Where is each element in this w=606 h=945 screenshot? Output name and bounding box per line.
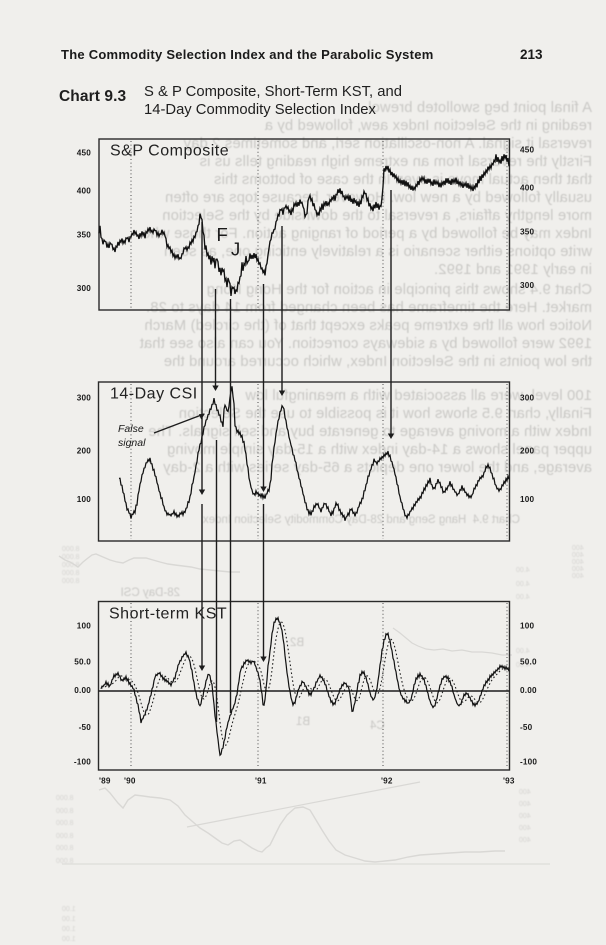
svg-text:'89: '89: [99, 777, 111, 786]
svg-text:50.0: 50.0: [520, 658, 537, 667]
svg-text:300: 300: [77, 284, 92, 293]
svg-text:F: F: [217, 224, 228, 245]
svg-text:S&P Composite: S&P Composite: [110, 143, 229, 160]
svg-text:signal: signal: [118, 437, 146, 449]
svg-text:100: 100: [77, 495, 92, 504]
svg-text:100: 100: [520, 495, 535, 504]
svg-text:100: 100: [77, 622, 92, 631]
svg-text:'92: '92: [381, 777, 393, 786]
svg-text:0.00: 0.00: [74, 686, 91, 695]
svg-text:-50: -50: [520, 723, 533, 732]
svg-text:'91: '91: [255, 777, 267, 786]
svg-text:50.0: 50.0: [74, 658, 91, 667]
svg-text:450: 450: [520, 146, 535, 155]
svg-text:-50: -50: [79, 723, 92, 732]
svg-text:'90: '90: [124, 777, 136, 786]
svg-text:-100: -100: [520, 758, 537, 767]
svg-text:200: 200: [520, 447, 535, 456]
svg-text:200: 200: [77, 447, 92, 456]
svg-text:0.00: 0.00: [520, 686, 537, 695]
svg-text:300: 300: [520, 281, 535, 290]
svg-text:300: 300: [520, 394, 535, 403]
svg-text:350: 350: [77, 231, 92, 240]
svg-text:400: 400: [77, 187, 92, 196]
svg-text:14-Day CSI: 14-Day CSI: [110, 386, 198, 403]
svg-text:300: 300: [77, 394, 92, 403]
svg-text:False: False: [118, 423, 144, 435]
svg-text:350: 350: [520, 228, 535, 237]
svg-text:400: 400: [520, 184, 535, 193]
svg-text:-100: -100: [74, 758, 91, 767]
svg-text:Short-term KST: Short-term KST: [109, 606, 227, 623]
svg-text:J: J: [231, 239, 240, 260]
svg-text:450: 450: [77, 149, 92, 158]
svg-text:'93: '93: [503, 777, 515, 786]
svg-text:100: 100: [520, 622, 535, 631]
